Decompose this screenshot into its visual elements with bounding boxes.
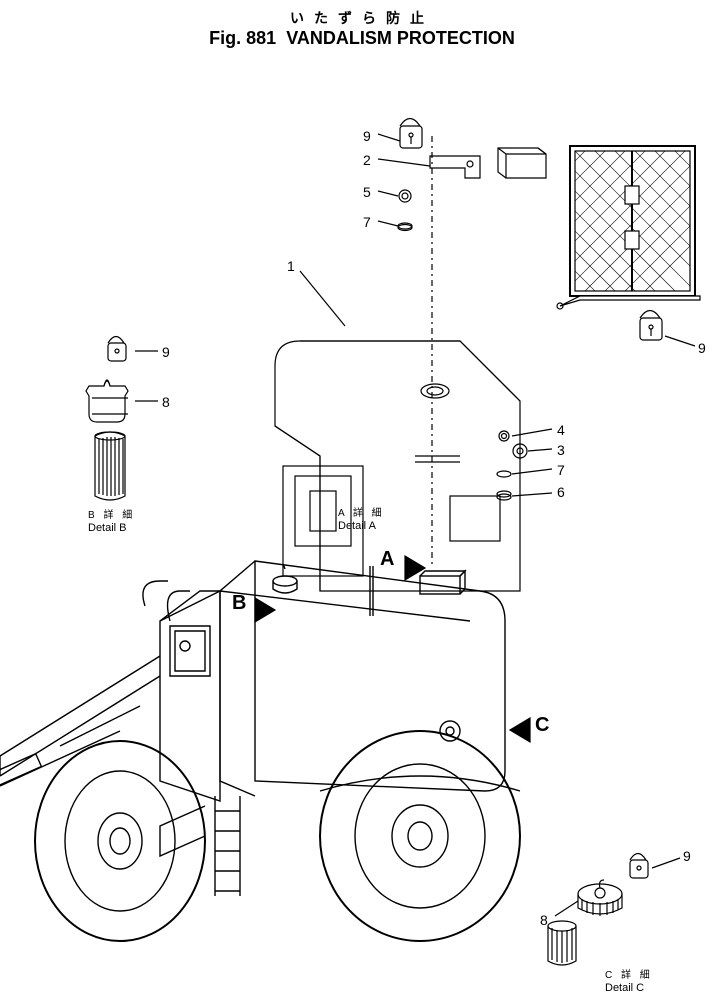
marker-c: C: [535, 714, 549, 737]
callout-2: 2: [363, 152, 371, 168]
callout-9: 9: [162, 344, 170, 360]
callout-8: 8: [540, 912, 548, 928]
diagram-page: いたずら防止 Fig. 881 VANDALISM PROTECTION: [0, 0, 724, 1006]
detail-b-label: B 詳 細 Detail B: [88, 510, 135, 535]
callout-3: 3: [557, 442, 565, 458]
callout-9: 9: [683, 848, 691, 864]
detail-a-label: A 詳 細 Detail A: [338, 508, 385, 533]
callout-9: 9: [363, 128, 371, 144]
figure-title-jp: いたずら防止: [0, 8, 724, 28]
detail-c-label: C 詳 細 Detail C: [605, 970, 653, 995]
callout-5: 5: [363, 184, 371, 200]
callout-1: 1: [287, 258, 295, 274]
figure-header: いたずら防止 Fig. 881 VANDALISM PROTECTION: [0, 0, 724, 49]
marker-a: A: [380, 548, 394, 571]
callout-6: 6: [557, 484, 565, 500]
callout-7: 7: [363, 214, 371, 230]
marker-b: B: [232, 592, 246, 615]
callout-9: 9: [698, 340, 706, 356]
callout-7: 7: [557, 462, 565, 478]
callout-8: 8: [162, 394, 170, 410]
callout-4: 4: [557, 422, 565, 438]
